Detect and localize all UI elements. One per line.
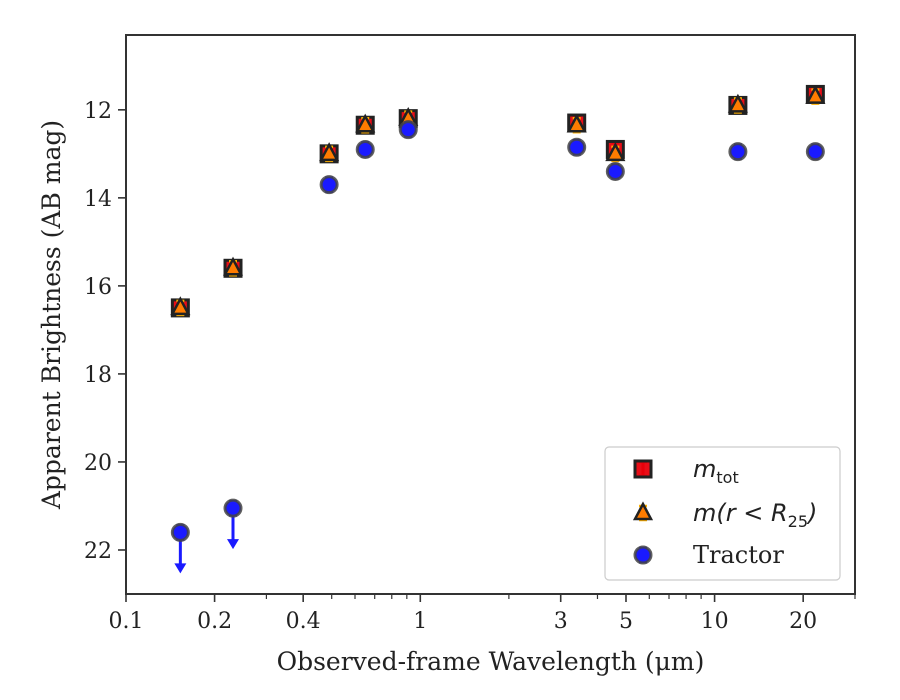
- data-point: [170, 296, 191, 317]
- x-tick-label: 0.1: [109, 609, 144, 634]
- y-axis-title: Apparent Brightness (AB mag): [37, 120, 66, 510]
- data-point: [319, 142, 340, 163]
- x-tick-label: 5: [619, 609, 633, 634]
- triangle-marker: [727, 93, 748, 113]
- data-point: [222, 256, 244, 277]
- legend-marker: [633, 459, 653, 479]
- series-circle: [170, 120, 825, 574]
- legend-label-sub: tot: [716, 468, 738, 487]
- legend-label: Tractor: [693, 541, 784, 569]
- legend-label-tail: ): [806, 499, 817, 527]
- data-markers: [170, 84, 826, 574]
- x-tick-label: 3: [554, 609, 568, 634]
- data-point: [319, 175, 339, 195]
- x-tick-label: 1: [413, 609, 427, 634]
- legend-label-main: m: [693, 455, 716, 483]
- data-point: [355, 139, 375, 159]
- data-point: [170, 522, 190, 542]
- data-point: [566, 113, 587, 134]
- data-point: [805, 142, 825, 162]
- data-point: [605, 142, 626, 163]
- y-tick-label: 20: [84, 451, 112, 476]
- upper-limit-arrowhead: [174, 563, 187, 574]
- data-point: [727, 93, 748, 114]
- triangle-marker: [222, 256, 244, 276]
- circle-marker: [398, 120, 418, 140]
- triangle-marker: [319, 142, 340, 162]
- data-point: [805, 84, 826, 105]
- data-point: [567, 137, 587, 157]
- x-tick-label: 20: [789, 609, 817, 634]
- y-tick-label: 18: [84, 363, 112, 388]
- legend-label-main: m(r < R: [693, 499, 788, 527]
- upper-limit-arrowhead: [227, 539, 240, 550]
- circle-marker: [605, 161, 625, 181]
- legend-label: mtot: [693, 455, 739, 487]
- data-point: [398, 120, 418, 140]
- triangle-marker: [805, 84, 826, 104]
- circle-marker: [728, 142, 748, 162]
- x-tick-label: 0.4: [286, 609, 321, 634]
- y-tick-label: 22: [84, 539, 112, 564]
- series-square: [170, 84, 825, 318]
- circle-marker: [170, 522, 190, 542]
- legend-label-sub: 25: [788, 512, 808, 531]
- triangle-marker: [605, 142, 626, 162]
- legend-marker: [633, 545, 653, 565]
- triangle-marker: [170, 296, 191, 316]
- triangle-marker: [566, 113, 587, 133]
- plot-frame: [125, 34, 856, 595]
- square-marker: [633, 459, 653, 479]
- x-tick-label: 10: [701, 609, 729, 634]
- circle-marker: [805, 142, 825, 162]
- circle-marker: [223, 498, 243, 518]
- triangle-marker: [355, 113, 376, 133]
- legend-marker: [632, 501, 654, 522]
- y-tick-label: 14: [84, 187, 112, 212]
- circle-marker: [319, 175, 339, 195]
- y-tick-label: 16: [84, 275, 112, 300]
- y-axis: 12 14 16 18 20 22: [84, 99, 126, 564]
- data-point: [728, 142, 748, 162]
- circle-marker: [567, 137, 587, 157]
- x-tick-label: 0.2: [197, 609, 232, 634]
- legend-label: m(r < R25): [693, 499, 817, 531]
- data-point: [223, 498, 243, 518]
- circle-marker: [633, 545, 653, 565]
- x-axis: 0.1 0.2 0.4 1 3 5 10 20: [109, 594, 856, 634]
- series-triangle: [170, 84, 826, 317]
- y-tick-label: 12: [84, 99, 112, 124]
- triangle-marker: [632, 501, 654, 521]
- x-axis-title: Observed-frame Wavelength (μm): [277, 647, 705, 676]
- legend: mtot m(r < R25) Tractor: [604, 446, 841, 581]
- legend-box: [604, 446, 841, 581]
- circle-marker: [355, 139, 375, 159]
- data-point: [355, 113, 376, 134]
- data-point: [605, 161, 625, 181]
